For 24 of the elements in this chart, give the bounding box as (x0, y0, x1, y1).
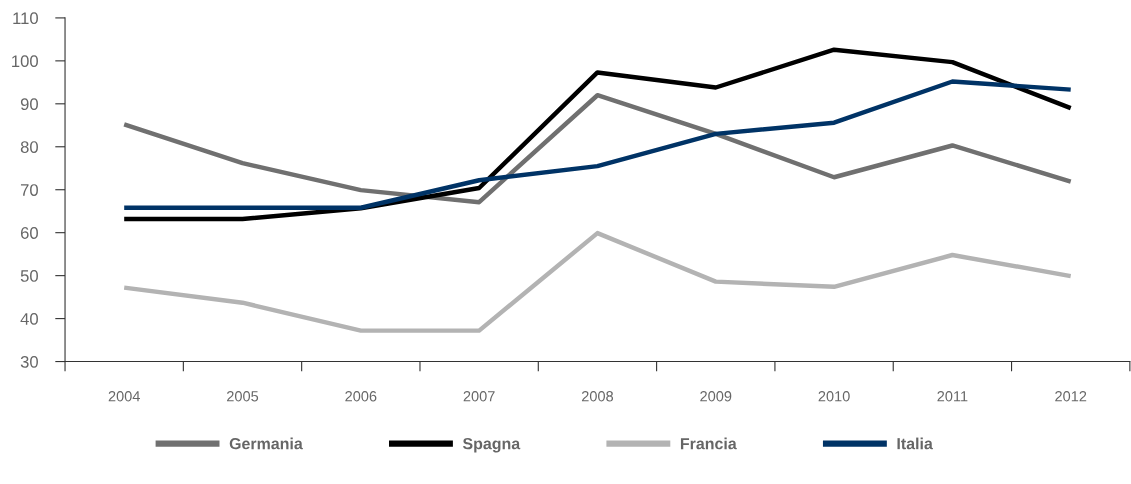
y-tick-label: 30 (20, 355, 38, 368)
x-tick-label: 2009 (700, 391, 732, 402)
legend-label: Francia (680, 437, 737, 450)
y-tick-label: 80 (20, 141, 38, 153)
legend-label: Spagna (462, 437, 521, 453)
x-tick-label: 2011 (937, 391, 968, 402)
line-series (121, 47, 1073, 222)
legend-label: Germania (229, 437, 303, 450)
x-tick-label: 2007 (463, 391, 495, 402)
y-tick-label: 90 (20, 98, 38, 111)
x-tick-label: 2006 (345, 391, 377, 402)
y-tick-label: 100 (12, 55, 38, 68)
x-tick-label: 2010 (818, 391, 850, 402)
x-tick-label: 2004 (108, 391, 140, 402)
x-tick-label: 2008 (581, 391, 614, 402)
line-series (121, 230, 1073, 333)
y-tick-label: 40 (20, 312, 38, 325)
y-tick-label: 70 (20, 184, 38, 196)
y-tick-label: 60 (20, 227, 38, 239)
x-tick-label: 2012 (1055, 391, 1087, 402)
y-tick-label: 110 (13, 12, 38, 25)
y-tick-label: 50 (20, 270, 38, 282)
x-tick-label: 2005 (227, 391, 259, 402)
legend-label: Italia (897, 437, 933, 450)
